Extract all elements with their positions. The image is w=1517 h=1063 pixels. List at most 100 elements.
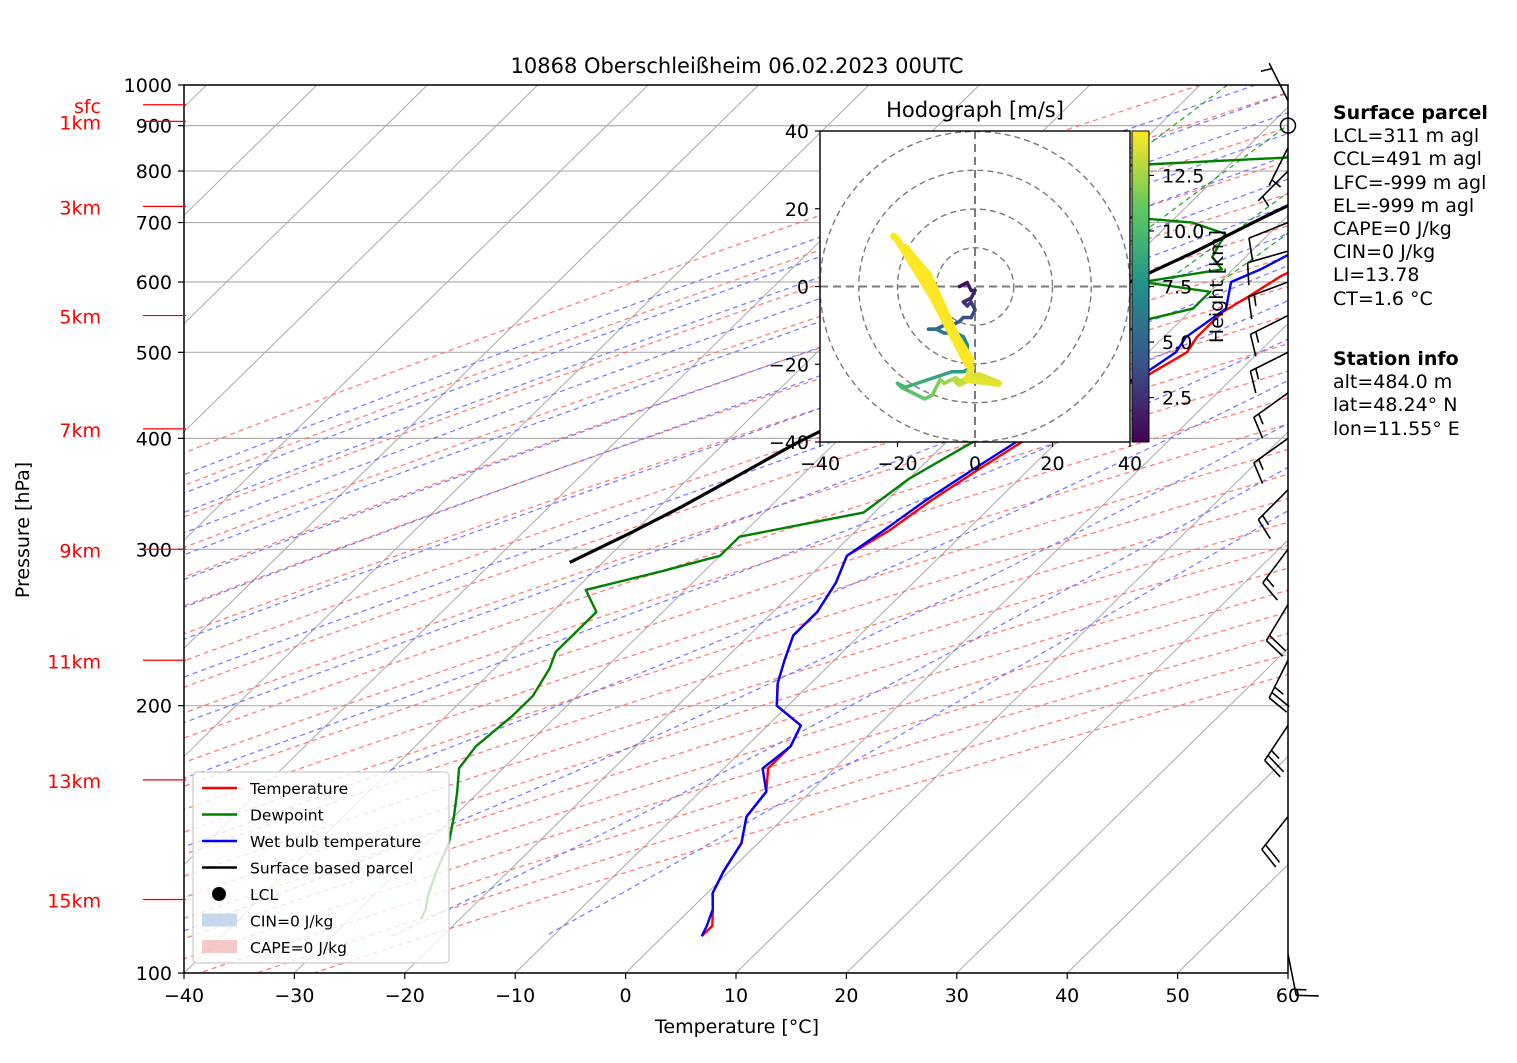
x-tick-label: −40 xyxy=(164,985,204,1007)
hodograph-y-tick-label: 40 xyxy=(785,121,809,143)
x-axis-label: Temperature [°C] xyxy=(654,1016,819,1038)
wind-barb-half-feather xyxy=(1259,459,1263,469)
wind-barb-feather xyxy=(1269,698,1286,712)
wind-barb-half-feather xyxy=(1263,515,1269,525)
surface-parcel-line: CAPE=0 J/kg xyxy=(1333,218,1488,241)
height-tick-label: 5km xyxy=(59,307,101,329)
hodograph-x-tick-label: −40 xyxy=(800,453,840,475)
x-tick-label: 0 xyxy=(620,985,632,1007)
height-tick-label: 15km xyxy=(47,890,101,912)
legend-label: Wet bulb temperature xyxy=(250,833,421,851)
surface-parcel-line: CIN=0 J/kg xyxy=(1333,241,1488,264)
x-tick-label: −30 xyxy=(274,985,314,1007)
y-tick-label: 800 xyxy=(136,161,172,183)
colorbar-tick-label: 10.0 xyxy=(1162,221,1204,243)
station-info-panel: Station info alt=484.0 m lat=48.24° N lo… xyxy=(1333,348,1460,441)
legend-label: LCL xyxy=(250,886,278,904)
wind-barb xyxy=(1263,549,1288,583)
height-tick-label: 1km xyxy=(59,112,101,134)
hodograph-x-tick-label: 20 xyxy=(1040,453,1064,475)
x-tick-label: −20 xyxy=(385,985,425,1007)
height-tick-label: 3km xyxy=(59,197,101,219)
colorbar-tick-label: 7.5 xyxy=(1162,277,1192,299)
chart-title: 10868 Oberschleißheim 06.02.2023 00UTC xyxy=(511,54,964,78)
wind-barb-half-feather xyxy=(1256,368,1259,379)
y-tick-label: 900 xyxy=(136,116,172,138)
legend-dot-symbol xyxy=(212,887,226,901)
wind-barb-half-feather xyxy=(1263,197,1269,207)
y-tick-label: 300 xyxy=(136,539,172,561)
hodograph-segment xyxy=(894,236,898,240)
legend-label: Temperature xyxy=(249,780,348,798)
mixing-ratio-line xyxy=(1512,85,1517,282)
hodograph-y-tick-label: −40 xyxy=(769,432,809,454)
colorbar-label: Height [km] xyxy=(1206,230,1228,343)
surface-parcel-line: CCL=491 m agl xyxy=(1333,148,1488,171)
x-tick-label: −10 xyxy=(495,985,535,1007)
legend-label: Surface based parcel xyxy=(250,860,413,878)
wind-barb-feather xyxy=(1266,845,1280,863)
surface-parcel-line: EL=-999 m agl xyxy=(1333,195,1488,218)
y-tick-label: 200 xyxy=(136,696,172,718)
wind-barb-feather xyxy=(1263,583,1278,600)
lcl-marker xyxy=(1488,101,1502,115)
colorbar-tick-label: 2.5 xyxy=(1162,388,1192,410)
hodograph-x-tick-label: 0 xyxy=(969,453,981,475)
surface-parcel-title: Surface parcel xyxy=(1333,102,1488,125)
zero-isotherm-line xyxy=(1508,101,1517,758)
wind-barb-feather xyxy=(1272,692,1289,706)
wind-barb xyxy=(1250,316,1288,335)
x-tick-label: 40 xyxy=(1055,985,1079,1007)
wind-barb xyxy=(1266,605,1288,641)
moist-adiabat-line xyxy=(0,85,1517,887)
wind-barb xyxy=(1254,438,1288,462)
y-axis-label: Pressure [hPa] xyxy=(12,462,34,598)
legend-label: CAPE=0 J/kg xyxy=(250,939,347,957)
x-tick-label: 20 xyxy=(834,985,858,1007)
wind-barb-feather xyxy=(1250,334,1255,356)
x-tick-label: 30 xyxy=(945,985,969,1007)
hodograph-colorbar xyxy=(1132,131,1149,442)
moist-adiabat-line xyxy=(0,85,1476,804)
wind-barb-feather xyxy=(1249,297,1252,319)
height-tick-label: 7km xyxy=(59,420,101,442)
wind-barb-half-feather xyxy=(1275,687,1284,694)
wind-barb xyxy=(1262,817,1288,850)
y-tick-label: 700 xyxy=(136,213,172,235)
wind-barb-half-feather xyxy=(1261,69,1272,72)
hodograph-y-tick-label: 0 xyxy=(797,277,809,299)
x-tick-label: 50 xyxy=(1166,985,1190,1007)
hodograph-x-tick-label: 40 xyxy=(1118,453,1142,475)
wind-barb-feather xyxy=(1265,760,1281,776)
x-tick-label: 10 xyxy=(724,985,748,1007)
wind-barb-half-feather xyxy=(1256,332,1259,343)
hodograph-y-tick-label: 20 xyxy=(785,199,809,221)
colorbar-tick-label: 5.0 xyxy=(1162,332,1192,354)
station-info-line: alt=484.0 m xyxy=(1333,371,1460,394)
surface-parcel-line: LI=13.78 xyxy=(1333,264,1488,287)
hodograph-y-tick-label: −20 xyxy=(769,354,809,376)
y-tick-label: 1000 xyxy=(124,75,172,97)
wind-barbs xyxy=(1248,63,1319,996)
y-tick-label: 600 xyxy=(136,272,172,294)
station-info-line: lat=48.24° N xyxy=(1333,394,1460,417)
y-tick-label: 400 xyxy=(136,428,172,450)
wind-barb-feather xyxy=(1266,641,1282,657)
wind-barb-feather xyxy=(1262,849,1276,867)
wind-barb xyxy=(1269,63,1288,101)
wind-barb-feather xyxy=(1250,371,1255,393)
wind-barb-half-feather xyxy=(1259,414,1263,424)
moist-adiabat-line xyxy=(0,85,1366,726)
wind-barb-half-feather xyxy=(1271,750,1279,758)
legend-patch-symbol xyxy=(202,914,237,927)
station-info-title: Station info xyxy=(1333,348,1460,371)
hodograph-title: Hodograph [m/s] xyxy=(886,98,1064,122)
height-tick-label: 9km xyxy=(59,540,101,562)
wind-barb-half-feather xyxy=(1266,578,1273,587)
legend-patch-symbol xyxy=(202,940,237,953)
hodograph-segment xyxy=(967,380,998,384)
height-tick-label: 13km xyxy=(47,771,101,793)
